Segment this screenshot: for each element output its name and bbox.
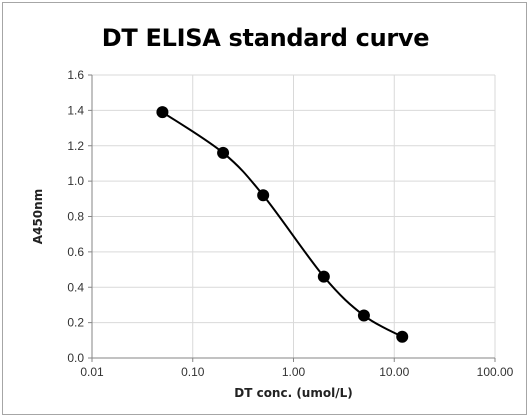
data-point — [317, 270, 330, 283]
data-point — [257, 189, 270, 202]
data-point — [357, 309, 370, 322]
y-tick-label: 1.6 — [67, 68, 84, 82]
y-tick-label: 0.0 — [67, 351, 84, 365]
x-axis-title: DT conc. (umol/L) — [234, 386, 352, 400]
x-tick-label: 0.10 — [181, 365, 205, 379]
gridlines — [92, 74, 496, 358]
data-point — [396, 330, 409, 343]
data-points — [156, 106, 409, 343]
y-tick-label: 0.4 — [67, 280, 84, 294]
x-tick-label: 0.01 — [80, 365, 104, 379]
chart-title: DT ELISA standard curve — [101, 24, 430, 52]
y-tick-label: 1.2 — [67, 139, 84, 153]
y-tick-label: 0.6 — [67, 245, 84, 259]
x-tick-label: 1.00 — [282, 365, 306, 379]
axes — [88, 74, 496, 362]
data-point — [156, 106, 169, 119]
data-point — [217, 146, 230, 159]
y-tick-label: 0.2 — [67, 316, 84, 330]
y-tick-label: 0.8 — [67, 210, 84, 224]
x-tick-label: 100.00 — [477, 365, 514, 379]
chart-area — [2, 2, 527, 415]
y-tick-label: 1.4 — [67, 103, 84, 117]
y-tick-label: 1.0 — [67, 174, 84, 188]
y-axis-title: A450nm — [31, 189, 45, 244]
tick-labels: 0.0 0.2 0.4 0.6 0.8 1.0 1.2 1.4 1.6 0.01 0.10 1.00 1… — [67, 68, 513, 379]
x-tick-label: 10.00 — [379, 365, 409, 379]
